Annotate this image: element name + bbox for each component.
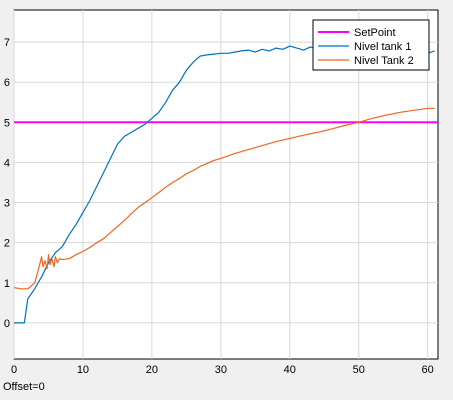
x-tick-label: 10 [77,364,89,376]
y-tick-label: 4 [4,157,10,169]
legend-entry: Nivel tank 1 [354,41,411,53]
x-tick-label: 40 [284,364,296,376]
y-tick-label: 6 [4,77,10,89]
legend-entry: Nivel Tank 2 [354,55,414,67]
series-line-3 [13,107,435,290]
x-tick-label: 0 [11,364,17,376]
offset-readout: Offset=0 [3,381,45,393]
x-tick-label: 30 [215,364,227,376]
legend-box [312,19,430,71]
x-tick-label: 50 [353,364,365,376]
legend-entry: SetPoint [354,27,396,39]
x-tick-label: 60 [422,364,434,376]
y-tick-label: 5 [4,117,10,129]
y-tick-label: 0 [4,318,10,330]
y-tick-label: 3 [4,198,10,210]
legend: SetPoint Nivel tank 1 Nivel Tank 2 [312,19,430,71]
tick-layer: 0 10 20 30 40 50 60 0 1 2 3 4 5 6 7 [4,37,434,376]
y-tick-label: 2 [4,238,10,250]
y-tick-label: 7 [4,37,10,49]
y-tick-label: 1 [4,278,10,290]
x-tick-label: 20 [146,364,158,376]
